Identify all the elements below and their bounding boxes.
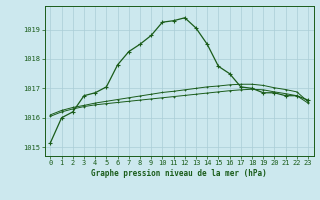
X-axis label: Graphe pression niveau de la mer (hPa): Graphe pression niveau de la mer (hPa) bbox=[91, 169, 267, 178]
